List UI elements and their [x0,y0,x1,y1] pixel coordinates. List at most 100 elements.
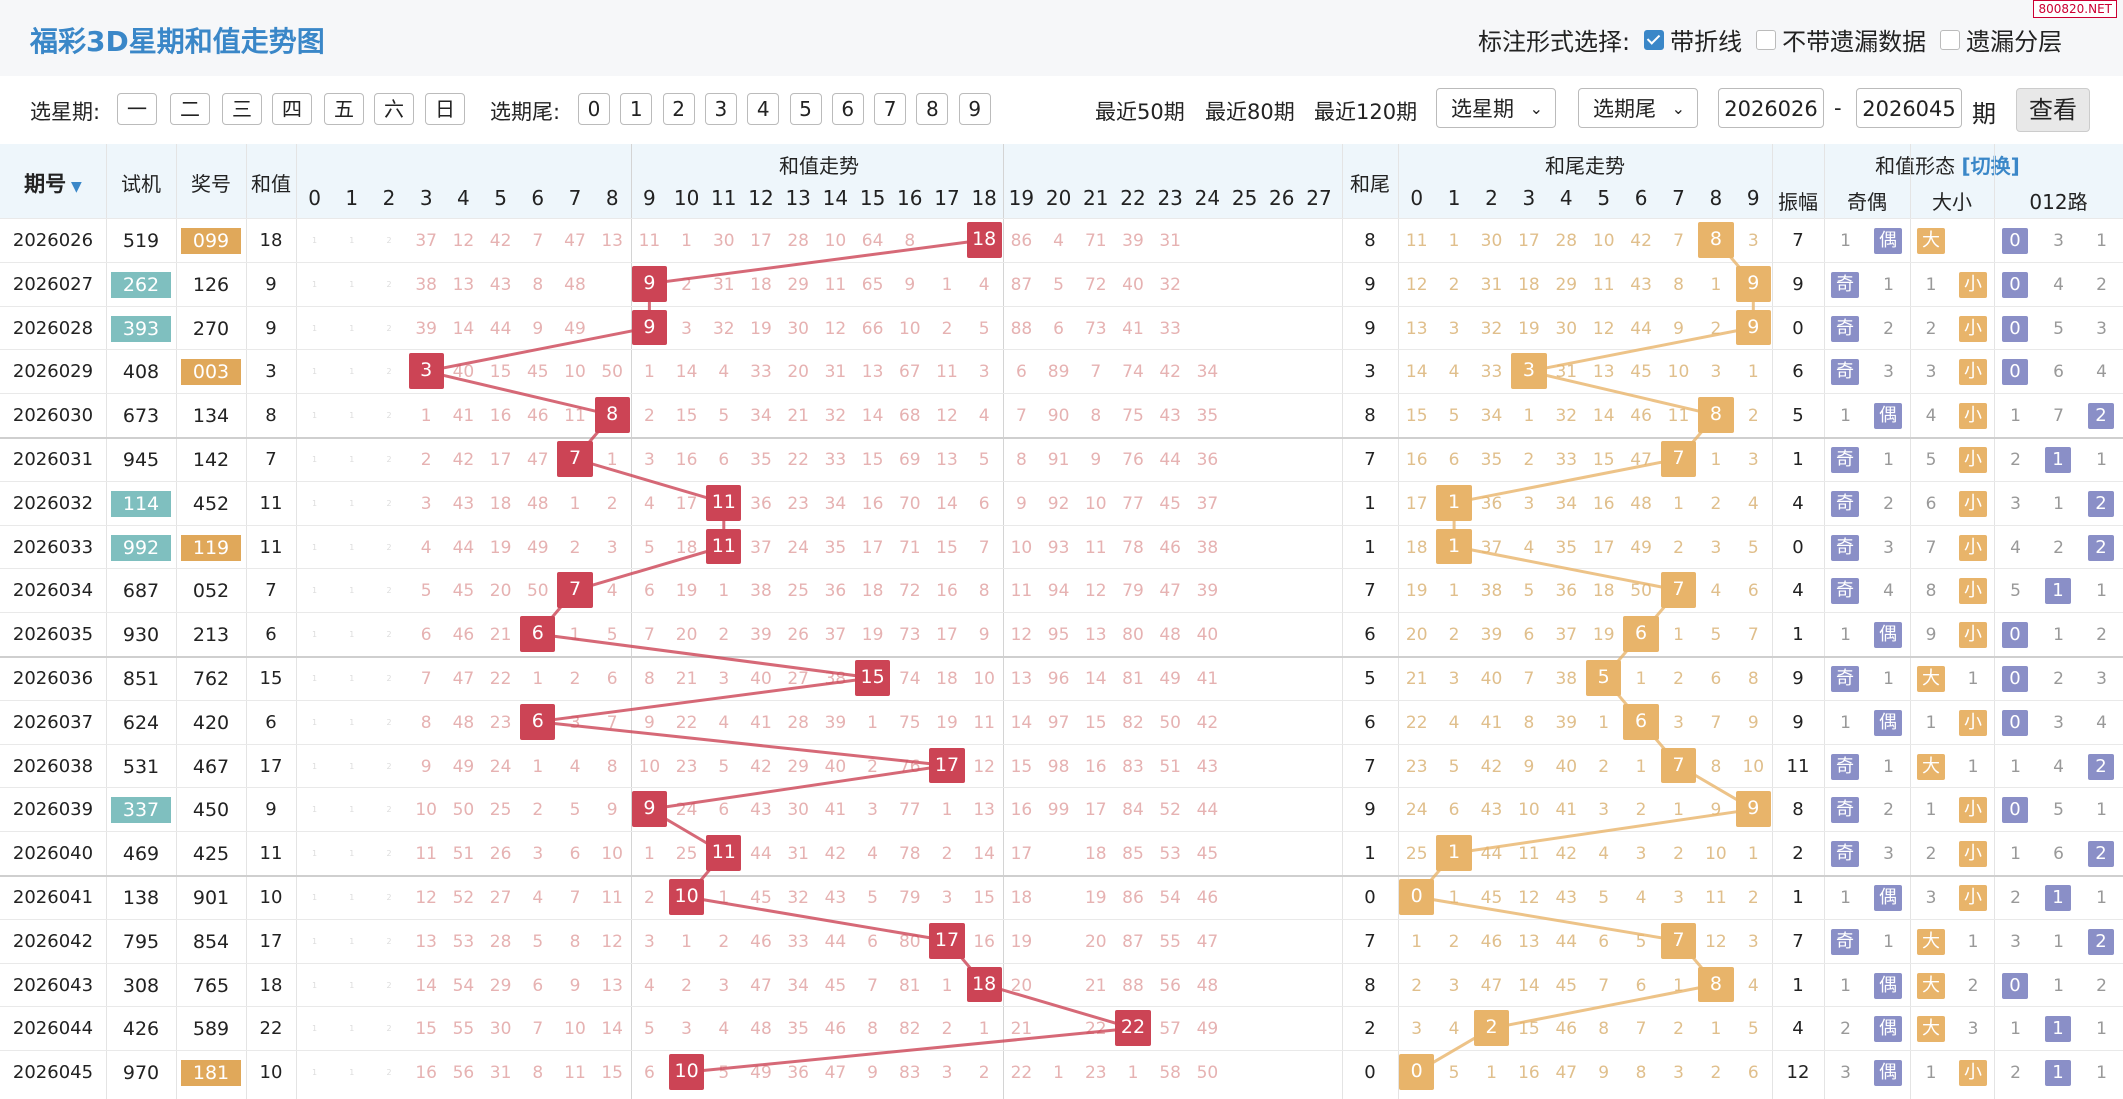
sum-miss-value: 14 [1084,669,1107,689]
recent-80-link[interactable]: 最近80期 [1205,100,1295,124]
sum-miss-value: 70 [898,493,921,514]
tail-button-3[interactable]: 3 [704,93,737,125]
prize-number-cell: 425 [192,843,230,866]
query-button[interactable]: 查看 [2016,88,2090,132]
tail-miss-value: 36 [1480,493,1503,514]
odd-even-tag: 奇 [1831,490,1859,517]
sum-miss-value: 47 [452,669,475,689]
weekday-button-2[interactable]: 二 [170,93,210,125]
tail-button-4[interactable]: 4 [747,93,780,125]
tail-button-0[interactable]: 0 [578,93,610,125]
sum-miss-value [1263,841,1300,867]
weekday-button-3[interactable]: 三 [222,93,262,125]
weekday-button-5[interactable]: 五 [324,93,364,125]
tail-button-1[interactable]: 1 [620,93,653,125]
sum-miss-value: 2 [386,586,392,596]
end-issue-input[interactable]: 2026045 [1856,88,1962,128]
tail-button-8[interactable]: 8 [916,93,949,125]
miss-layer-option-label[interactable]: 遗漏分层 [1966,28,2063,56]
odd-even-tag: 奇 [1831,271,1859,298]
test-number-cell: 337 [111,797,171,824]
weekday-select[interactable]: 选星期 ⌄ [1436,88,1556,128]
start-issue-input[interactable]: 2026026 [1718,88,1824,128]
sum-miss-value: 38 [824,669,847,689]
sum-hit-marker: 6 [520,703,556,740]
tail-miss-value: 5 [1598,888,1610,908]
tail-miss-value: 1 [1747,844,1759,865]
tail-button-6[interactable]: 6 [831,93,864,125]
sum-col-22: 22 [1120,186,1146,210]
sum-miss-value: 2 [386,805,392,815]
sum-miss-value: 23 [1084,1063,1107,1084]
weekday-button-6[interactable]: 六 [374,93,414,125]
sum-miss-value: 12 [601,931,623,952]
miss-layer-checkbox[interactable] [1940,29,1961,50]
sum-col-25: 25 [1231,186,1258,210]
route-miss: 3 [2010,493,2021,514]
route-miss: 3 [2096,318,2107,339]
prize-number-cell: 119 [181,534,241,561]
tail-select[interactable]: 选期尾 ⌄ [1578,88,1698,128]
test-number-cell: 469 [122,843,160,866]
weekday-button-4[interactable]: 四 [272,93,312,125]
tail-miss-value: 5 [1635,931,1647,952]
sum-miss-value: 49 [750,1063,772,1084]
tail-miss-value: 17 [1405,493,1428,514]
sum-miss-value: 39 [824,712,847,733]
sum-miss-value: 2 [386,236,392,245]
tail-button-2[interactable]: 2 [662,93,695,125]
sum-miss-value [1226,228,1263,254]
polyline-option-label[interactable]: 带折线 [1670,28,1743,56]
tail-miss-value: 3 [1673,888,1684,908]
sum-miss-value: 5 [643,537,655,558]
sum-miss-value: 47 [824,1063,847,1084]
big-small-tag: 小 [1959,578,1987,605]
sum-miss-value: 14 [861,406,884,427]
amplitude-cell: 1 [1792,624,1804,646]
sum-miss-value: 1 [349,411,355,421]
issue-column-header[interactable]: 期号 ▼ [0,168,106,198]
tail-miss-value: 2 [1710,318,1722,339]
odd-even-tag: 奇 [1831,534,1859,561]
tail-button-7[interactable]: 7 [874,93,907,125]
polyline-checkbox[interactable] [1644,29,1665,50]
no-miss-checkbox[interactable] [1756,29,1777,50]
sum-miss-value: 68 [898,406,921,427]
sum-miss-value [1040,929,1077,955]
tail-miss-value: 14 [1518,975,1540,996]
sum-miss-value: 44 [750,844,772,865]
tail-miss-value: 5 [1523,581,1535,602]
sum-miss-value: 12 [1084,581,1107,602]
test-column-header: 试机 [121,172,161,196]
sum-hit-marker: 18 [966,966,1002,1003]
weekday-button-1[interactable]: 一 [117,93,157,125]
route-012-tag: 0 [2002,271,2028,298]
route-miss: 3 [2053,231,2064,251]
tail-miss-value: 43 [1480,800,1503,821]
route-miss: 4 [2053,274,2064,295]
watermark: 800820.NET [2033,0,2117,18]
sum-miss-value [1300,754,1337,780]
sum-miss-value: 9 [867,1063,878,1084]
sum-miss-value [594,316,631,342]
sum-value-cell: 8 [265,405,277,427]
recent-50-link[interactable]: 最近50期 [1095,100,1185,124]
tail-miss-value: 47 [1630,450,1652,470]
test-number-cell: 930 [122,624,160,647]
no-miss-option-label[interactable]: 不带遗漏数据 [1782,28,1927,56]
sum-miss-value [1263,973,1300,999]
tail-button-5[interactable]: 5 [789,93,822,125]
tail-miss-value: 45 [1480,888,1503,908]
weekday-button-7[interactable]: 日 [425,93,465,125]
tail-button-9[interactable]: 9 [958,93,991,125]
sum-miss-value: 1 [349,323,355,333]
issue-cell: 2026038 [12,755,94,777]
switch-link[interactable]: [切换] [1961,154,2020,178]
sum-miss-value: 69 [898,450,921,470]
recent-120-link[interactable]: 最近120期 [1314,100,1418,124]
odd-even-tag: 奇 [1831,578,1859,605]
sum-miss-value: 2 [386,893,392,902]
sum-miss-value: 48 [526,493,549,514]
tail-miss-value: 42 [1630,231,1652,251]
sum-miss-value [1226,447,1263,473]
